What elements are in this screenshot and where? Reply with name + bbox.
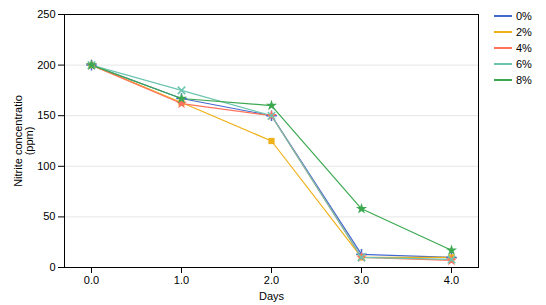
- svg-text:200: 200: [37, 59, 55, 71]
- svg-text:1.0: 1.0: [174, 274, 189, 286]
- html-text:2%: 2%: [516, 26, 532, 38]
- html-text:8%: 8%: [516, 74, 532, 86]
- html-text:4%: 4%: [516, 42, 532, 54]
- svg-text:250: 250: [37, 8, 55, 20]
- svg-text:2.0: 2.0: [264, 274, 279, 286]
- html-text:0%: 0%: [516, 10, 532, 22]
- svg-text:150: 150: [37, 109, 55, 121]
- html-text:6%: 6%: [516, 58, 532, 70]
- svg-text:4.0: 4.0: [444, 274, 459, 286]
- svg-text:0: 0: [49, 261, 55, 273]
- svg-text:50: 50: [43, 210, 55, 222]
- svg-text:Nitrite concentratio(ppm): Nitrite concentratio(ppm): [12, 95, 35, 187]
- svg-text:0.0: 0.0: [84, 274, 99, 286]
- svg-text:3.0: 3.0: [354, 274, 369, 286]
- svg-text:100: 100: [37, 160, 55, 172]
- svg-text:Days: Days: [259, 290, 285, 302]
